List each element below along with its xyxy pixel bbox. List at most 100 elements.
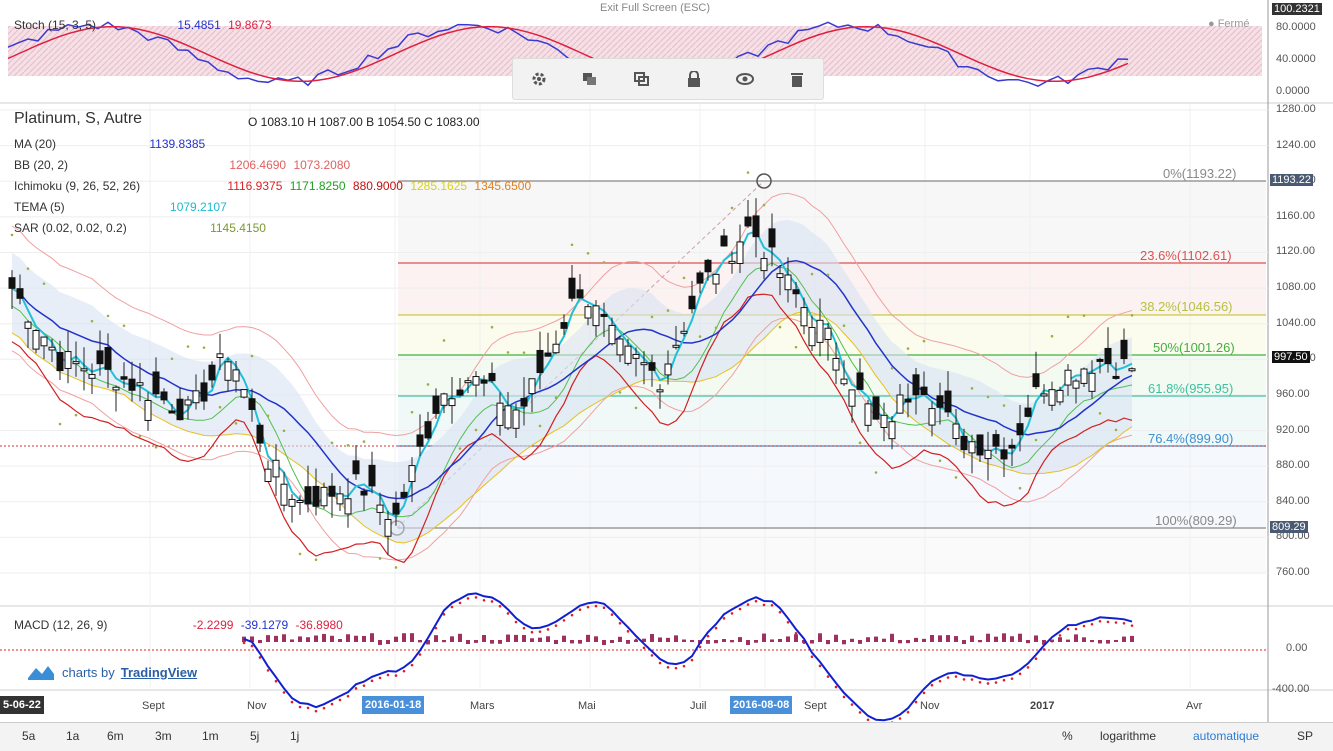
macd-signal-dot [1034, 657, 1038, 661]
option-percent[interactable]: % [1062, 729, 1073, 743]
candle-body [880, 414, 888, 428]
macd-histogram-bar [402, 633, 406, 642]
sar-dot [938, 459, 942, 463]
macd-signal-dot [794, 631, 798, 635]
macd-histogram-bar [306, 637, 310, 642]
macd-signal-dot [578, 608, 582, 612]
price-axis-label: 840.00 [1276, 494, 1310, 507]
macd-histogram-bar [810, 640, 814, 644]
price-axis-label: 880.00 [1276, 459, 1310, 472]
clone-icon[interactable] [628, 65, 656, 93]
macd-histogram-bar [986, 633, 990, 642]
range-3m[interactable]: 3m [155, 729, 172, 743]
macd-signal-dot [826, 675, 830, 678]
candle-body [696, 272, 704, 284]
candle-body [920, 386, 928, 396]
x-axis-label-2017: 2017 [1030, 700, 1055, 712]
lock-icon[interactable] [680, 65, 708, 93]
macd-histogram-bar [442, 640, 446, 643]
range-1j[interactable]: 1j [290, 729, 300, 743]
candle-body [888, 421, 896, 440]
candle-body [504, 405, 512, 429]
price-axis-label: 1240.00 [1276, 138, 1316, 151]
option-sp[interactable]: SP [1297, 729, 1314, 743]
legend-ma[interactable]: MA (20) 1139.8385 [14, 137, 209, 151]
macd-signal-dot [890, 721, 894, 722]
option-auto[interactable]: automatique [1193, 729, 1260, 743]
candle-body [8, 277, 16, 289]
macd-signal-dot [786, 621, 790, 624]
macd-histogram-bar [450, 636, 454, 642]
chart-canvas[interactable] [0, 0, 1333, 722]
macd-signal-dot [418, 653, 422, 656]
macd-histogram-bar [274, 635, 278, 642]
macd-signal-dot [810, 655, 814, 658]
macd-signal-dot [450, 605, 454, 609]
macd-histogram-bar [1114, 640, 1118, 643]
range-6m[interactable]: 6m [107, 729, 124, 743]
ichimoku-label: Ichimoku (9, 26, 52, 26) [14, 179, 141, 193]
macd-histogram-bar [1122, 636, 1126, 642]
range-1m[interactable]: 1m [202, 729, 219, 743]
sar-dot [922, 339, 926, 343]
macd-signal-dot [962, 678, 966, 681]
legend-ichimoku[interactable]: Ichimoku (9, 26, 52, 26) 1116.9375 1171.… [14, 179, 535, 193]
candle-body [800, 307, 808, 327]
legend-tema[interactable]: TEMA (5) 1079.2107 [14, 200, 231, 214]
range-1a[interactable]: 1a [66, 729, 80, 743]
layers-icon[interactable] [576, 65, 604, 93]
macd-signal-dot [282, 691, 286, 694]
macd-histogram-bar [330, 635, 334, 642]
macd-signal-dot [938, 679, 942, 683]
x-axis-label-start: 5-06-22 [0, 696, 44, 714]
macd-histogram-bar [650, 633, 654, 642]
range-5a[interactable]: 5a [22, 729, 36, 743]
candle-body [728, 260, 736, 264]
macd-histogram-bar [1066, 639, 1070, 642]
candle-body [104, 347, 112, 370]
macd-signal-dot [650, 654, 654, 657]
macd-histogram-bar [634, 639, 638, 642]
ichimoku-cloud [12, 220, 1132, 543]
macd-histogram-bar [322, 633, 326, 642]
macd-signal-dot [562, 619, 566, 622]
candle-body [64, 351, 72, 369]
macd-histogram-bar [714, 640, 718, 644]
stoch-axis-top: 100.2321 [1272, 3, 1322, 15]
candle-body [240, 389, 248, 398]
sar-dot [346, 444, 350, 447]
candle-body [256, 424, 264, 444]
candle-body [352, 460, 360, 475]
tradingview-branding[interactable]: charts by TradingView [26, 662, 197, 682]
legend-sar[interactable]: SAR (0.02, 0.02, 0.2) 1145.4150 [14, 221, 270, 235]
macd-signal-dot [306, 706, 310, 710]
candle-body [760, 258, 768, 272]
candle-body [176, 398, 184, 421]
branding-brand[interactable]: TradingView [120, 664, 198, 680]
macd-signal-dot [738, 607, 742, 611]
macd-histogram-bar [482, 635, 486, 642]
macd-signal-dot [714, 626, 718, 630]
gear-icon[interactable] [525, 65, 553, 93]
market-status: ● Fermé [1208, 18, 1250, 30]
legend-macd[interactable]: MACD (12, 26, 9) -2.2299 -39.1279 -36.89… [14, 618, 347, 632]
candle-body [464, 380, 472, 384]
ichimoku-chikou-line [11, 293, 1133, 564]
candle-body [408, 465, 416, 483]
market-status-text: Fermé [1217, 18, 1250, 30]
trash-icon[interactable] [783, 65, 811, 93]
candle-body [872, 396, 880, 420]
range-5j[interactable]: 5j [250, 729, 260, 743]
legend-bb[interactable]: BB (20, 2) 1206.4690 1073.2080 [14, 158, 354, 172]
eye-icon[interactable] [731, 65, 759, 93]
macd-histogram-bar [1026, 640, 1030, 644]
exit-fullscreen-label[interactable]: Exit Full Screen (ESC) [600, 2, 711, 14]
option-log[interactable]: logarithme [1100, 729, 1157, 743]
symbol-title[interactable]: Platinum, S, Autre [14, 110, 143, 127]
sar-dot [10, 233, 14, 237]
sar-dot [138, 434, 142, 438]
macd-histogram-bar [1106, 640, 1110, 644]
x-axis-label-avr: Avr [1186, 700, 1203, 712]
macd-histogram-bar [354, 635, 358, 642]
macd-histogram-bar [922, 638, 926, 642]
